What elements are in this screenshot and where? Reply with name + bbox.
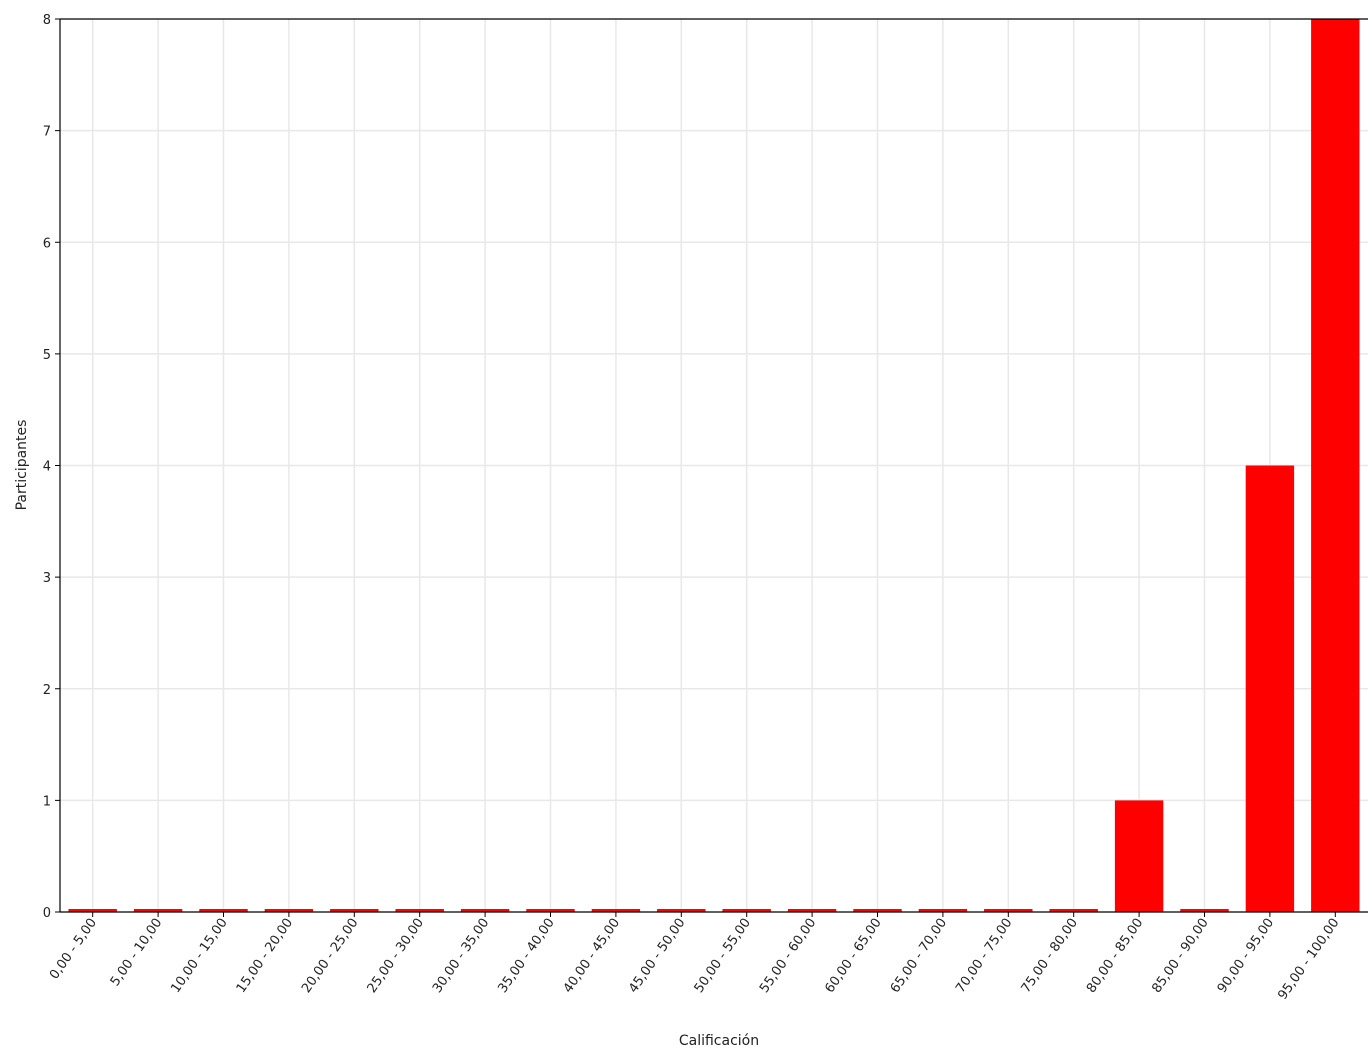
y-axis-title: Participantes (14, 420, 30, 511)
y-tick-label: 6 (43, 236, 51, 251)
bar-5 (330, 909, 379, 912)
y-tick-labels: 0 1 2 3 4 5 6 7 8 (43, 13, 51, 921)
x-tick-label: 15,00 - 20,00 (234, 916, 296, 996)
y-tick-label: 4 (43, 460, 51, 475)
grid-lines (60, 19, 1368, 912)
bar-1 (68, 909, 117, 912)
x-tick-label: 75,00 - 80,00 (1019, 916, 1081, 996)
bar-11 (722, 909, 771, 912)
y-tick-label: 8 (43, 13, 51, 28)
y-tick-label: 0 (43, 906, 51, 921)
axes (55, 18, 1368, 917)
bar-17 (1114, 800, 1164, 912)
y-tick-label: 2 (43, 683, 51, 698)
bar-6 (395, 909, 444, 912)
x-tick-label: 85,00 - 90,00 (1149, 916, 1211, 996)
bar-8 (526, 909, 575, 912)
bars (68, 19, 1360, 912)
x-tick-label: 95,00 - 100,00 (1275, 916, 1342, 1003)
x-tick-label: 5,00 - 10,00 (108, 916, 166, 989)
bar-10 (657, 909, 706, 912)
x-tick-label: 60,00 - 65,00 (822, 916, 884, 996)
x-tick-label: 80,00 - 85,00 (1084, 916, 1146, 996)
x-tick-label: 25,00 - 30,00 (365, 916, 427, 996)
x-tick-label: 0,00 - 5,00 (47, 916, 100, 983)
bar-15 (984, 909, 1033, 912)
x-tick-label: 65,00 - 70,00 (888, 916, 950, 996)
bar-16 (1049, 909, 1098, 912)
x-tick-label: 55,00 - 60,00 (757, 916, 819, 996)
bar-4 (264, 909, 314, 912)
x-tick-label: 70,00 - 75,00 (953, 916, 1015, 996)
bar-9 (591, 909, 641, 912)
x-tick-label: 30,00 - 35,00 (430, 916, 492, 996)
bar-19 (1245, 465, 1295, 912)
x-tick-labels: 0,00 - 5,00 5,00 - 10,00 10,00 - 15,00 15,0… (47, 916, 1343, 1003)
x-tick-label: 90,00 - 95,00 (1215, 916, 1277, 996)
bar-3 (199, 909, 248, 912)
x-axis-title: Calificación (679, 1033, 759, 1049)
bar-13 (853, 909, 902, 912)
x-tick-label: 20,00 - 25,00 (299, 916, 361, 996)
x-tick-label: 10,00 - 15,00 (168, 916, 230, 996)
x-tick-label: 40,00 - 45,00 (561, 916, 623, 996)
y-tick-label: 1 (43, 794, 51, 809)
x-tick-label: 35,00 - 40,00 (495, 916, 557, 996)
bar-2 (133, 909, 183, 912)
x-tick-label: 50,00 - 55,00 (692, 916, 754, 996)
bar-18 (1180, 909, 1229, 912)
bar-14 (918, 909, 968, 912)
y-tick-label: 5 (43, 348, 51, 363)
y-tick-label: 7 (43, 125, 51, 140)
bar-12 (787, 909, 837, 912)
x-tick-label: 45,00 - 50,00 (626, 916, 688, 996)
bar-7 (460, 909, 510, 912)
y-tick-label: 3 (43, 571, 51, 586)
bar-20 (1311, 19, 1360, 912)
